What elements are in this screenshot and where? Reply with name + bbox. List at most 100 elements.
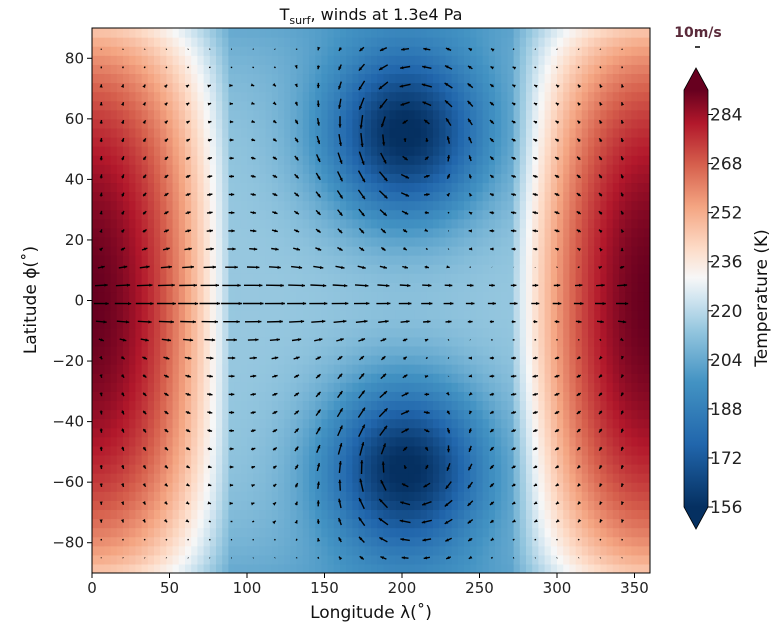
field-cell: [519, 436, 527, 447]
field-cell: [364, 64, 372, 75]
field-cell: [544, 345, 552, 356]
field-cell: [352, 82, 360, 93]
field-cell: [197, 82, 205, 93]
field-cell: [439, 91, 446, 102]
field-cell: [278, 37, 285, 47]
field-cell: [135, 391, 143, 402]
field-cell: [557, 173, 564, 184]
field-cell: [426, 191, 434, 202]
field-cell: [563, 545, 570, 556]
field-cell: [414, 418, 422, 429]
field-cell: [445, 318, 453, 329]
field-cell: [216, 291, 223, 302]
field-cell: [209, 182, 217, 193]
field-cell: [166, 173, 174, 184]
field-cell: [395, 427, 403, 438]
field-cell: [197, 336, 205, 347]
field-cell: [482, 273, 490, 283]
field-cell: [247, 291, 254, 302]
field-cell: [135, 545, 143, 556]
field-cell: [457, 218, 465, 229]
field-cell: [507, 518, 515, 529]
field-cell: [569, 173, 577, 184]
field-cell: [594, 118, 601, 129]
field-cell: [420, 209, 428, 220]
field-cell: [110, 373, 118, 383]
field-cell: [278, 318, 285, 329]
field-cell: [507, 382, 515, 392]
field-cell: [178, 454, 186, 465]
field-cell: [92, 291, 99, 302]
field-cell: [594, 236, 601, 247]
field-cell: [123, 264, 130, 274]
field-cell: [278, 55, 285, 65]
field-cell: [135, 373, 143, 383]
field-cell: [222, 137, 229, 147]
field-cell: [364, 109, 372, 120]
field-cell: [377, 491, 384, 501]
field-cell: [141, 418, 149, 429]
field-cell: [147, 554, 155, 565]
field-cell: [575, 473, 583, 483]
field-cell: [569, 236, 577, 247]
field-cell: [464, 146, 471, 156]
field-cell: [550, 364, 558, 374]
field-cell: [395, 445, 403, 456]
field-cell: [495, 127, 502, 138]
field-cell: [265, 454, 273, 465]
field-cell: [234, 373, 242, 383]
field-cell: [98, 318, 105, 329]
field-cell: [228, 100, 236, 111]
field-cell: [240, 418, 248, 429]
field-cell: [557, 364, 564, 374]
field-cell: [271, 264, 279, 274]
field-cell: [191, 454, 198, 465]
field-cell: [98, 454, 105, 465]
field-cell: [519, 227, 527, 238]
field-cell: [346, 500, 353, 511]
field-cell: [495, 218, 502, 229]
field-cell: [507, 482, 515, 492]
field-cell: [253, 536, 260, 547]
field-cell: [104, 137, 112, 147]
field-cell: [327, 73, 335, 84]
field-cell: [290, 282, 298, 293]
field-cell: [371, 345, 378, 356]
field-cell: [203, 264, 211, 274]
field-cell: [470, 82, 477, 93]
field-cell: [395, 545, 403, 556]
field-cell: [519, 300, 527, 311]
field-cell: [92, 155, 99, 165]
field-cell: [600, 173, 608, 184]
field-cell: [439, 191, 446, 202]
field-cell: [197, 345, 205, 356]
field-cell: [439, 563, 446, 573]
field-cell: [538, 118, 546, 129]
field-cell: [513, 164, 521, 174]
field-cell: [141, 400, 149, 411]
field-cell: [98, 509, 105, 520]
field-cell: [110, 473, 118, 483]
field-cell: [185, 545, 192, 556]
field-cell: [110, 282, 118, 293]
field-cell: [284, 73, 291, 84]
field-cell: [278, 146, 285, 156]
field-cell: [538, 373, 546, 383]
field-cell: [166, 200, 174, 211]
field-cell: [284, 554, 291, 565]
field-cell: [259, 336, 267, 347]
field-cell: [302, 309, 310, 320]
field-cell: [278, 563, 285, 573]
field-cell: [501, 300, 508, 311]
field-cell: [402, 64, 409, 75]
field-cell: [532, 336, 539, 347]
field-cell: [290, 336, 298, 347]
temperature-field: [92, 28, 650, 573]
field-cell: [340, 473, 347, 483]
field-cell: [178, 264, 186, 274]
field-cell: [309, 182, 316, 193]
field-cell: [581, 318, 589, 329]
field-cell: [141, 146, 149, 156]
field-cell: [209, 500, 217, 511]
field-cell: [203, 273, 211, 283]
